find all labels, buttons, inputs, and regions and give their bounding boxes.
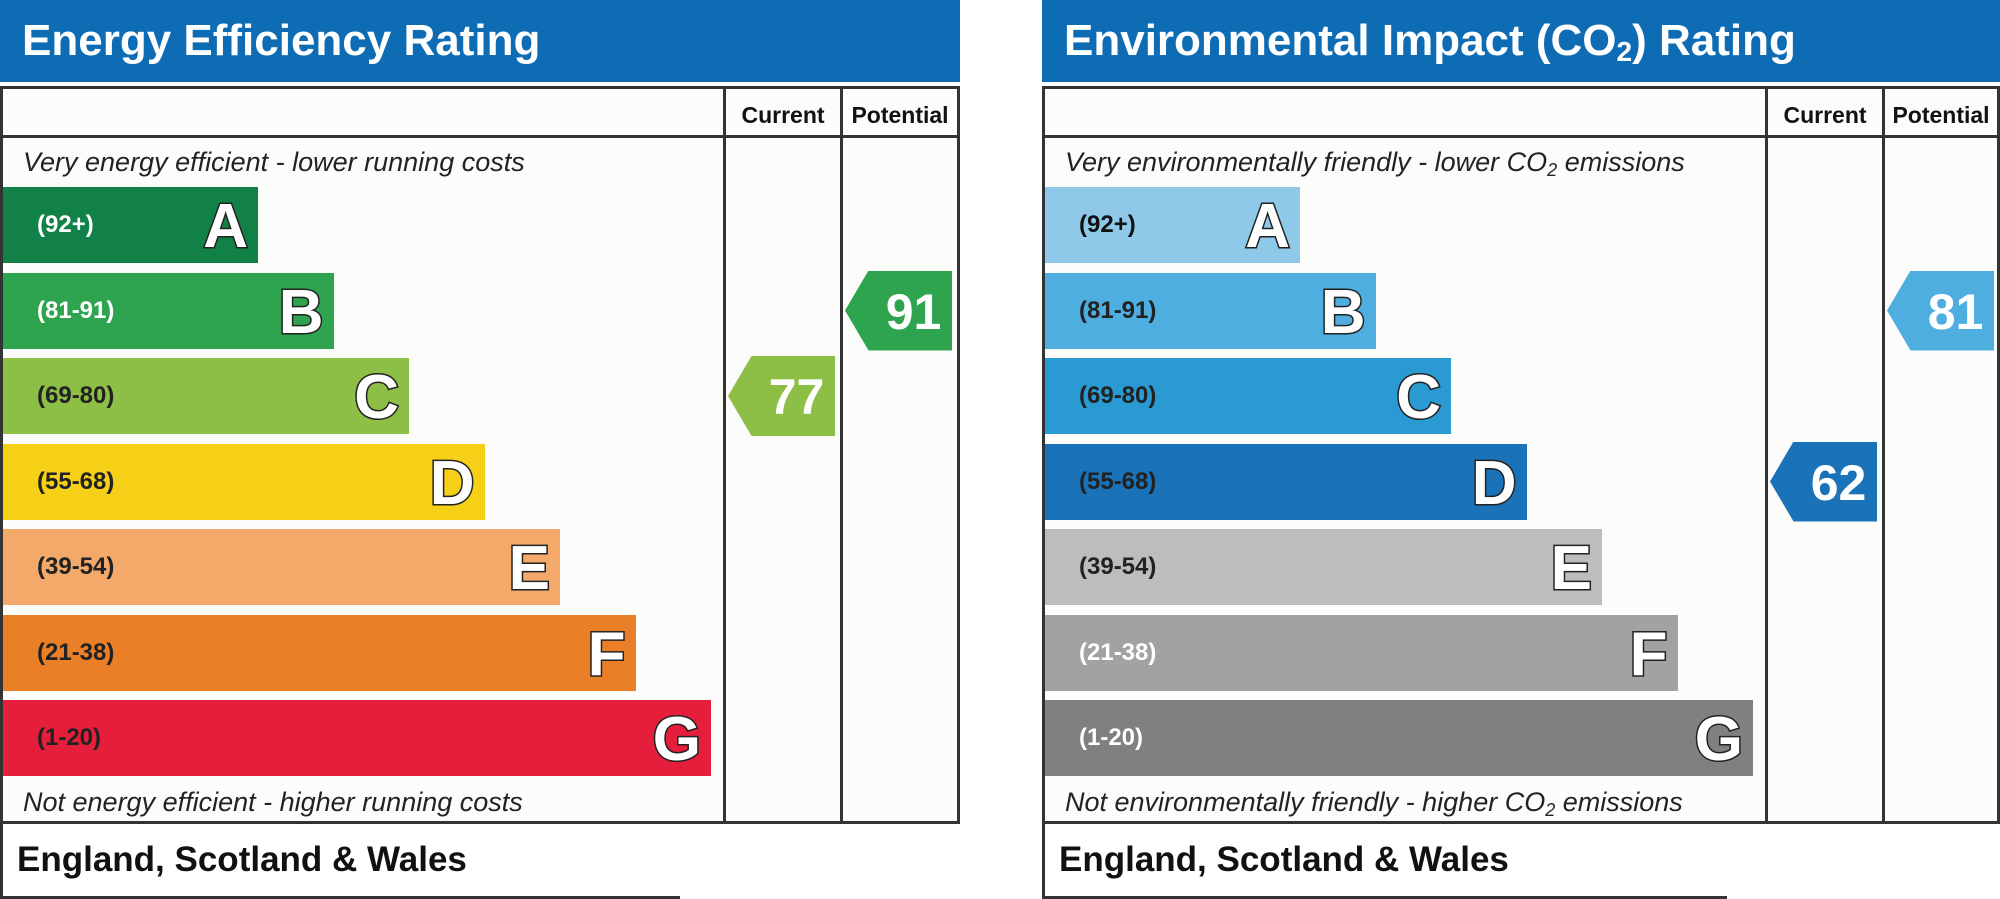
- band-letter: C: [1395, 362, 1443, 434]
- band-letter: D: [428, 447, 476, 519]
- bottom-note: Not environmentally friendly - higher CO…: [1065, 787, 1683, 820]
- environmental-impact-panel: Environmental Impact (CO2) Rating Curren…: [1042, 0, 2000, 899]
- band-range-label: (55-68): [37, 467, 115, 495]
- potential-column-header: Potential: [851, 102, 949, 128]
- rating-band-d: (55-68) D: [3, 443, 485, 520]
- band-range-label: (69-80): [1079, 382, 1157, 409]
- current-column-divider: [723, 89, 726, 821]
- rating-table: Current Potential Very energy efficient …: [0, 86, 960, 824]
- band-range-label: (81-91): [37, 296, 115, 324]
- energy-efficiency-panel: Energy Efficiency Rating Current Potenti…: [0, 0, 960, 899]
- header-divider: [3, 135, 957, 138]
- rating-band-e: (39-54) E: [3, 529, 560, 605]
- rating-band-b: (81-91) B: [3, 272, 334, 349]
- top-note: Very environmentally friendly - lower CO…: [1065, 147, 1685, 180]
- band-letter: B: [1319, 276, 1367, 348]
- band-range-label: (21-38): [37, 638, 115, 666]
- band-range-label: (92+): [37, 211, 94, 238]
- region-footer: England, Scotland & Wales: [0, 824, 680, 899]
- band-letter: C: [353, 362, 401, 434]
- band-letter: E: [1549, 533, 1593, 605]
- potential-column-header: Potential: [1892, 102, 1990, 128]
- band-letter: G: [651, 704, 702, 776]
- chart-title: Energy Efficiency Rating: [0, 0, 960, 82]
- rating-band-a: (92+) A: [3, 187, 258, 263]
- band-range-label: (39-54): [37, 553, 115, 580]
- region-footer: England, Scotland & Wales: [1042, 824, 1727, 899]
- band-range-label: (39-54): [1079, 553, 1157, 580]
- band-range-label: (21-38): [1079, 638, 1157, 666]
- header-divider: [1045, 135, 1997, 138]
- current-column-header: Current: [1783, 102, 1867, 128]
- band-range-label: (55-68): [1079, 467, 1157, 495]
- band-letter: F: [586, 618, 627, 690]
- current-column-divider: [1765, 89, 1768, 821]
- rating-band-c: (69-80) C: [1045, 358, 1451, 434]
- rating-band-g: (1-20) G: [3, 700, 711, 776]
- rating-band-g: (1-20) G: [1045, 700, 1753, 776]
- potential-column-divider: [1882, 89, 1885, 821]
- band-range-label: (81-91): [1079, 296, 1157, 324]
- band-range-label: (92+): [1079, 211, 1136, 238]
- potential-rating-marker: 91: [845, 270, 952, 351]
- band-letter: B: [277, 276, 325, 348]
- band-letter: A: [1244, 191, 1292, 263]
- rating-band-d: (55-68) D: [1045, 443, 1527, 520]
- rating-band-f: (21-38) F: [3, 614, 636, 691]
- band-letter: A: [202, 191, 250, 263]
- band-letter: E: [507, 533, 551, 605]
- band-letter: F: [1628, 618, 1669, 690]
- current-column-header: Current: [741, 102, 825, 128]
- chart-title: Environmental Impact (CO2) Rating: [1042, 0, 2000, 82]
- band-letter: G: [1693, 704, 1744, 776]
- potential-column-divider: [840, 89, 843, 821]
- bottom-note: Not energy efficient - higher running co…: [23, 787, 523, 817]
- current-rating-marker: 62: [1770, 441, 1877, 522]
- band-letter: D: [1470, 447, 1518, 519]
- band-range-label: (69-80): [37, 382, 115, 409]
- band-range-label: (1-20): [37, 724, 102, 751]
- band-range-label: (1-20): [1079, 724, 1144, 751]
- rating-band-c: (69-80) C: [3, 358, 409, 434]
- rating-table: Current Potential Very environmentally f…: [1042, 86, 2000, 824]
- rating-band-b: (81-91) B: [1045, 272, 1376, 349]
- rating-band-a: (92+) A: [1045, 187, 1300, 263]
- current-rating-marker: 77: [728, 356, 835, 436]
- rating-band-e: (39-54) E: [1045, 529, 1602, 605]
- potential-rating-marker: 81: [1887, 270, 1994, 351]
- top-note: Very energy efficient - lower running co…: [23, 147, 525, 177]
- rating-band-f: (21-38) F: [1045, 614, 1678, 691]
